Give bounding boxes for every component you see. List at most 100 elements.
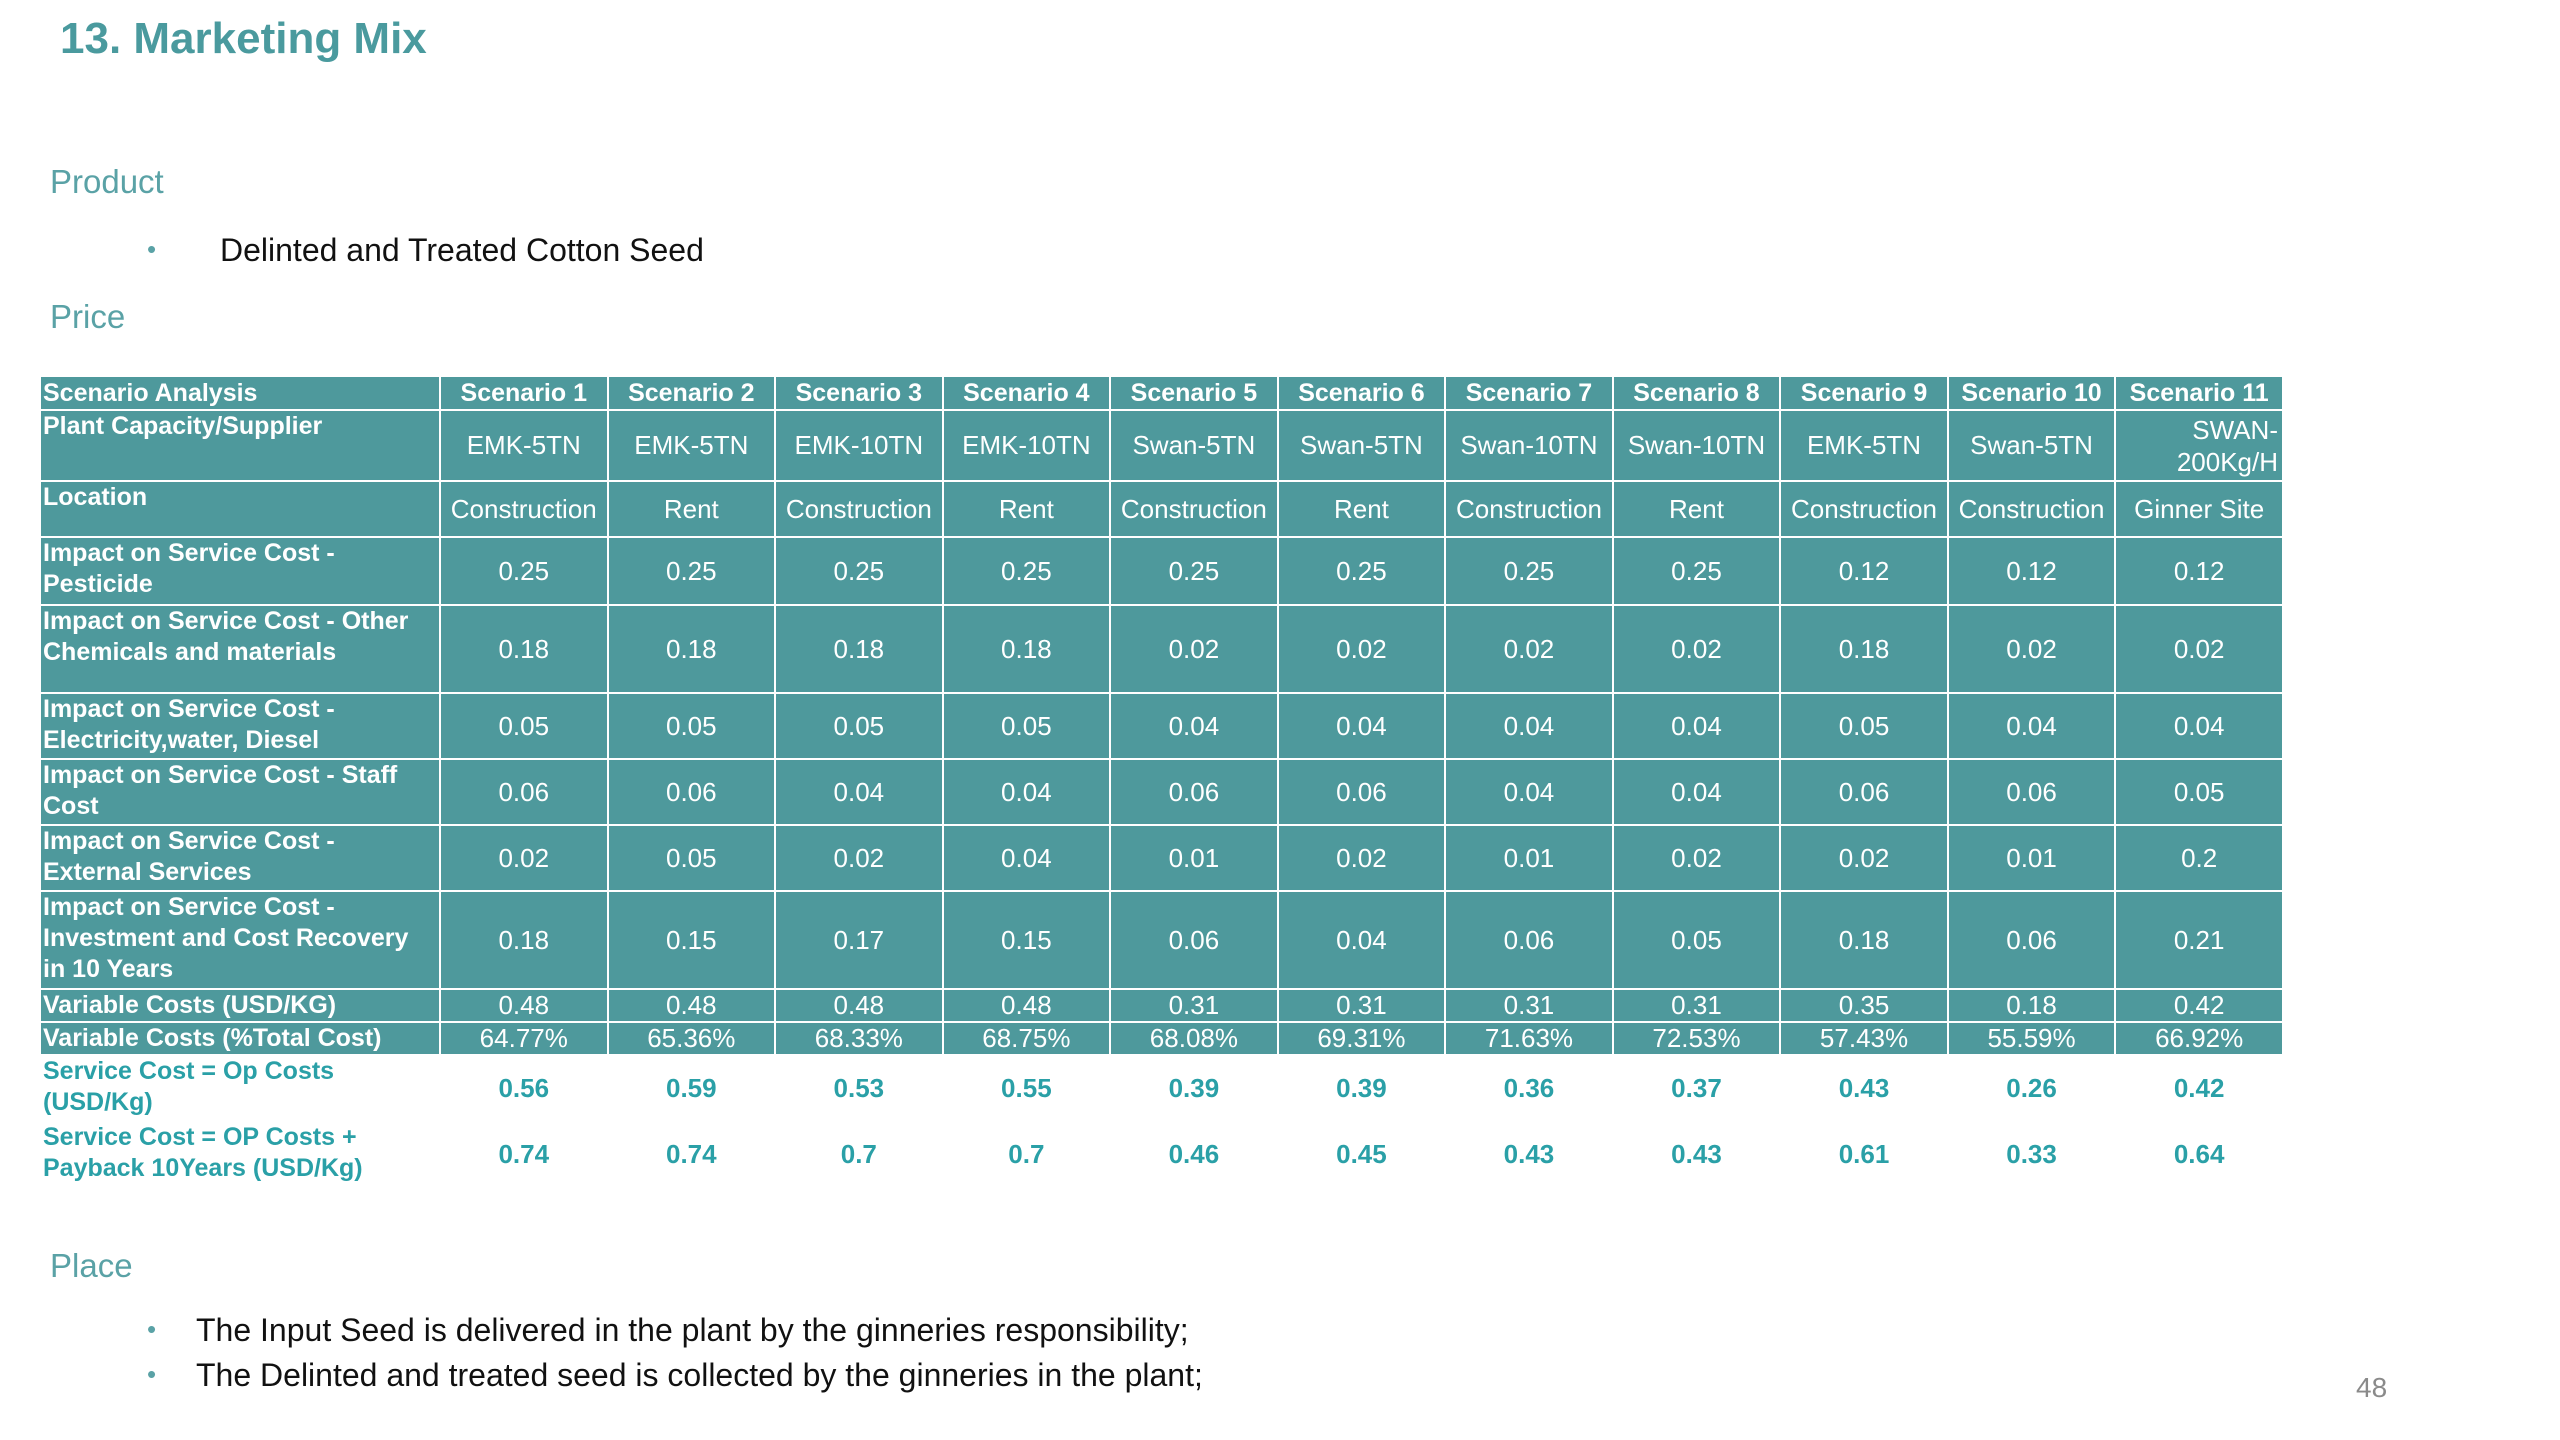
- table-cell: 0.25: [1444, 536, 1614, 606]
- table-cell: 68.33%: [774, 1021, 944, 1056]
- column-header: Scenario 3: [774, 375, 944, 411]
- table-cell: 0.04: [1946, 692, 2117, 760]
- scenario-table: Scenario Analysis Scenario 1 Scenario 2 …: [39, 375, 2284, 1188]
- table-cell: 0.02: [1779, 824, 1949, 892]
- table-cell: 0.02: [439, 824, 609, 892]
- table-cell: 0.74: [606, 1120, 777, 1188]
- table-cell: 0.04: [1444, 692, 1614, 760]
- table-cell: SWAN-200Kg/H: [2114, 409, 2284, 482]
- row-label: Variable Costs (USD/KG): [39, 988, 441, 1023]
- table-cell: 0.74: [439, 1120, 609, 1188]
- table-cell: 0.04: [774, 758, 944, 826]
- table-cell: 0.18: [1779, 604, 1949, 694]
- table-cell: 0.05: [606, 692, 777, 760]
- table-row: Location Construction Rent Construction …: [39, 480, 2284, 538]
- table-cell: 0.25: [1276, 536, 1447, 606]
- table-row: Service Cost = Op Costs (USD/Kg) 0.56 0.…: [39, 1054, 2284, 1122]
- table-cell: 72.53%: [1611, 1021, 1782, 1056]
- table-cell: 0.01: [1946, 824, 2117, 892]
- table-cell: Swan-5TN: [1946, 409, 2117, 482]
- table-cell: 0.31: [1444, 988, 1614, 1023]
- table-cell: 0.05: [774, 692, 944, 760]
- table-cell: Ginner Site: [2114, 480, 2284, 538]
- table-cell: 0.43: [1611, 1120, 1782, 1188]
- row-label: Plant Capacity/Supplier: [39, 409, 441, 482]
- table-cell: 0.36: [1444, 1054, 1614, 1122]
- table-cell: 55.59%: [1946, 1021, 2117, 1056]
- table-cell: 0.31: [1611, 988, 1782, 1023]
- table-cell: 0.05: [1779, 692, 1949, 760]
- table-cell: 0.04: [1276, 890, 1447, 990]
- table-cell: 0.25: [439, 536, 609, 606]
- table-cell: 0.48: [941, 988, 1112, 1023]
- column-header: Scenario 4: [941, 375, 1112, 411]
- table-cell: Construction: [1109, 480, 1279, 538]
- table-cell: 0.37: [1611, 1054, 1782, 1122]
- table-cell: 0.53: [774, 1054, 944, 1122]
- table-cell: Rent: [941, 480, 1112, 538]
- table-cell: 0.56: [439, 1054, 609, 1122]
- table-cell: 0.02: [2114, 604, 2284, 694]
- table-row: Impact on Service Cost - Electricity,wat…: [39, 692, 2284, 760]
- table-cell: Rent: [1611, 480, 1782, 538]
- table-cell: 0.31: [1276, 988, 1447, 1023]
- table-row: Impact on Service Cost - Pesticide 0.25 …: [39, 536, 2284, 606]
- place-bullet: • The Delinted and treated seed is colle…: [147, 1357, 1203, 1394]
- table-cell: 0.06: [1109, 890, 1279, 990]
- table-cell: 0.04: [941, 758, 1112, 826]
- table-cell: 0.25: [606, 536, 777, 606]
- table-cell: 69.31%: [1276, 1021, 1447, 1056]
- table-cell: 0.12: [1946, 536, 2117, 606]
- table-cell: 0.39: [1276, 1054, 1447, 1122]
- table-cell: 0.01: [1109, 824, 1279, 892]
- table-cell: 0.55: [941, 1054, 1112, 1122]
- table-cell: 0.59: [606, 1054, 777, 1122]
- table-cell: 0.33: [1946, 1120, 2117, 1188]
- table-cell: 66.92%: [2114, 1021, 2284, 1056]
- table-cell: 0.05: [439, 692, 609, 760]
- table-cell: 68.08%: [1109, 1021, 1279, 1056]
- table-header-row: Scenario Analysis Scenario 1 Scenario 2 …: [39, 375, 2284, 411]
- table-cell: 0.45: [1276, 1120, 1447, 1188]
- table-cell: 0.48: [439, 988, 609, 1023]
- table-cell: EMK-10TN: [774, 409, 944, 482]
- table-row: Impact on Service Cost - Staff Cost 0.06…: [39, 758, 2284, 826]
- table-cell: 0.61: [1779, 1120, 1949, 1188]
- table-cell: Rent: [1276, 480, 1447, 538]
- table-cell: 0.48: [774, 988, 944, 1023]
- table-cell: 0.15: [606, 890, 777, 990]
- table-cell: 0.46: [1109, 1120, 1279, 1188]
- row-label: Impact on Service Cost - Investment and …: [39, 890, 441, 990]
- table-cell: 0.64: [2114, 1120, 2284, 1188]
- column-header: Scenario 10: [1946, 375, 2117, 411]
- slide-title: 13. Marketing Mix: [60, 14, 427, 63]
- column-header: Scenario 9: [1779, 375, 1949, 411]
- section-place: Place: [50, 1247, 133, 1284]
- table-cell: 0.02: [774, 824, 944, 892]
- table-cell: 0.04: [941, 824, 1112, 892]
- table-cell: 0.05: [1611, 890, 1782, 990]
- table-cell: 0.18: [1946, 988, 2117, 1023]
- row-label: Impact on Service Cost - Staff Cost: [39, 758, 441, 826]
- column-header: Scenario 11: [2114, 375, 2284, 411]
- table-cell: 0.21: [2114, 890, 2284, 990]
- table-cell: Rent: [606, 480, 777, 538]
- column-header: Scenario 5: [1109, 375, 1279, 411]
- table-cell: 0.02: [1611, 824, 1782, 892]
- row-label: Impact on Service Cost - Electricity,wat…: [39, 692, 441, 760]
- table-cell: 0.04: [1276, 692, 1447, 760]
- table-cell: Swan-10TN: [1444, 409, 1614, 482]
- table-cell: Construction: [1779, 480, 1949, 538]
- table-cell: 0.48: [606, 988, 777, 1023]
- table-cell: 0.04: [1611, 692, 1782, 760]
- table-cell: 0.06: [606, 758, 777, 826]
- table-cell: 0.2: [2114, 824, 2284, 892]
- bullet-icon: •: [147, 1314, 157, 1344]
- section-product: Product: [50, 163, 164, 200]
- section-price: Price: [50, 298, 126, 335]
- table-cell: Swan-5TN: [1109, 409, 1279, 482]
- table-cell: 0.35: [1779, 988, 1949, 1023]
- table-cell: 57.43%: [1779, 1021, 1949, 1056]
- table-row: Plant Capacity/Supplier EMK-5TN EMK-5TN …: [39, 409, 2284, 482]
- bullet-text: Delinted and Treated Cotton Seed: [220, 232, 704, 268]
